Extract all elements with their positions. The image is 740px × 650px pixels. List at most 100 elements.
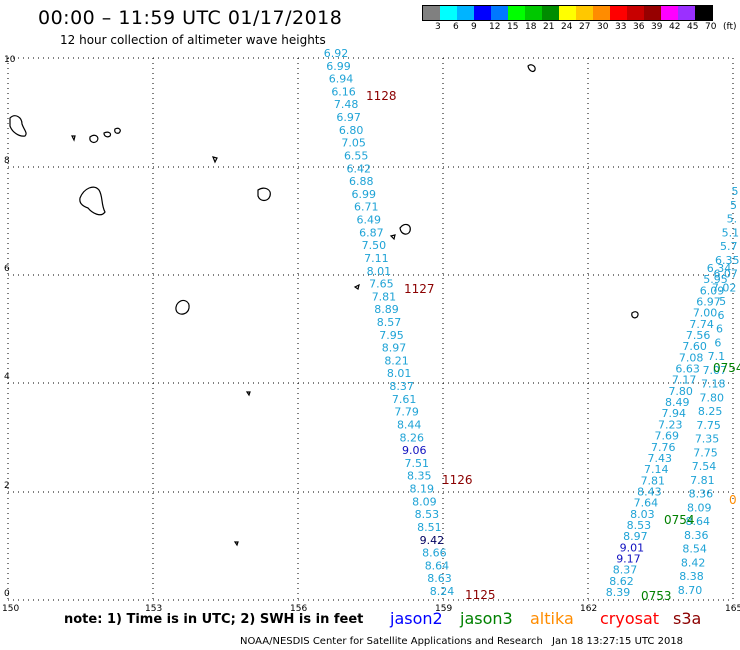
swh-reading: 8.44 <box>397 418 422 431</box>
pass-time-label: 1128 <box>366 89 397 103</box>
swh-reading: 6.97 <box>336 111 361 124</box>
swh-reading: 6.88 <box>349 175 374 188</box>
swh-reading: 7.18 <box>701 378 726 391</box>
swh-reading: 8.42 <box>681 556 706 569</box>
swh-reading: 8.03 <box>630 508 655 521</box>
swh-reading: 9.01 <box>620 541 645 554</box>
pass-time-label: 0754 <box>713 361 740 375</box>
map-subtitle: 12 hour collection of altimeter wave hei… <box>60 33 326 47</box>
swh-reading: 7.75 <box>693 446 718 459</box>
legend-swatch <box>440 6 457 20</box>
swh-reading: 7.23 <box>658 418 683 431</box>
color-legend <box>422 5 713 21</box>
swh-reading: 5. <box>727 213 738 226</box>
swh-reading: 5 <box>732 185 739 198</box>
legend-label: 3 <box>435 22 441 32</box>
island-outline <box>212 156 218 164</box>
legend-swatch <box>576 6 593 20</box>
map-grid <box>7 57 734 601</box>
swh-reading: 7.11 <box>364 252 389 265</box>
swh-reading: 7.81 <box>372 290 397 303</box>
sat-jason2: jason2 <box>390 609 443 628</box>
legend-label: 12 <box>489 22 501 32</box>
footer-note: note: 1) Time is in UTC; 2) SWH is in fe… <box>64 612 364 627</box>
legend-label: 6 <box>453 22 459 32</box>
swh-reading: 8.21 <box>384 354 409 367</box>
swh-reading: 8.01 <box>387 367 412 380</box>
swh-reading: 7.07 <box>703 364 728 377</box>
island-outline <box>79 186 106 216</box>
swh-reading: 7.08 <box>679 351 704 364</box>
sat-altika: altika <box>530 609 574 628</box>
swh-reading: 7.80 <box>668 385 693 398</box>
island-outline <box>114 127 121 134</box>
y-tick-label: 6 <box>4 264 10 274</box>
y-tick-label: 8 <box>4 156 10 166</box>
swh-reading: 7.60 <box>682 340 707 353</box>
island-outline <box>245 391 251 397</box>
legend-label: 42 <box>669 22 681 32</box>
legend-label: 9 <box>471 22 477 32</box>
swh-reading: 8.09 <box>687 501 712 514</box>
x-tick-label: 150 <box>2 604 19 614</box>
swh-reading: 6.92 <box>324 47 349 60</box>
swh-reading: 7.56 <box>686 329 711 342</box>
swh-reading: 7.14 <box>644 463 669 476</box>
swh-reading: 8.36 <box>684 529 709 542</box>
legend-swatch <box>508 6 525 20</box>
swh-reading: 7.81 <box>641 474 666 487</box>
island-outline <box>103 131 112 138</box>
island-outline <box>527 64 536 72</box>
y-tick-label: 4 <box>4 372 10 382</box>
swh-reading: 8.97 <box>382 342 407 355</box>
swh-reading: 7.65 <box>369 278 394 291</box>
swh-reading: 7.51 <box>405 457 430 470</box>
legend-swatch <box>491 6 508 20</box>
legend-swatch <box>678 6 695 20</box>
swh-reading: 6.87 <box>359 226 384 239</box>
swh-reading: 5.95 <box>703 273 728 286</box>
legend-swatch <box>457 6 474 20</box>
pass-time-label: 1127 <box>404 282 435 296</box>
legend-swatch <box>559 6 576 20</box>
island-outline <box>71 135 76 142</box>
island-outline <box>353 283 360 290</box>
y-tick-label: 0 <box>4 589 10 599</box>
swh-reading: 8.25 <box>698 405 723 418</box>
swh-reading: 9.17 <box>616 552 641 565</box>
sat-s3a: s3a <box>673 609 702 628</box>
swh-reading: 7.1 <box>708 350 726 363</box>
swh-reading: 8.62 <box>609 575 634 588</box>
credit-line: NOAA/NESDIS Center for Satellite Applica… <box>240 636 543 647</box>
swh-reading: 7.74 <box>689 318 714 331</box>
legend-unit: (ft) <box>723 22 737 32</box>
swh-reading: 6.94 <box>329 73 354 86</box>
swh-reading: 7.35 <box>695 433 720 446</box>
legend-label: 30 <box>597 22 609 32</box>
island-outline <box>389 234 396 241</box>
swh-reading: 8.37 <box>613 564 638 577</box>
swh-reading: 6.34 <box>707 262 732 275</box>
axis-ticks: 150 153 156 159 162 165 0 2 4 6 8 10 <box>2 55 740 614</box>
island-outline <box>9 115 27 137</box>
swh-reading: 8.57 <box>377 316 402 329</box>
legend-label: 45 <box>687 22 699 32</box>
swh-reading: 7.17 <box>672 374 697 387</box>
legend-swatch <box>423 6 440 20</box>
swh-reading: 7.79 <box>394 406 419 419</box>
pass-time-label: 1126 <box>442 473 473 487</box>
sat-cryosat: cryosat <box>600 609 660 628</box>
legend-label: 39 <box>651 22 663 32</box>
swh-reading: 7.48 <box>334 98 359 111</box>
island-outline <box>399 223 411 235</box>
legend-label: 36 <box>633 22 645 32</box>
swh-reading: 8.24 <box>430 585 455 598</box>
swh-reading: 8.36 <box>689 488 714 501</box>
island-outline <box>175 299 190 315</box>
pass-time-label: 0754 <box>664 513 695 527</box>
legend-label: 70 <box>705 22 717 32</box>
swh-reading: 6.09 <box>700 284 725 297</box>
legend-swatch <box>644 6 661 20</box>
swh-reading: 5.7 <box>720 240 738 253</box>
